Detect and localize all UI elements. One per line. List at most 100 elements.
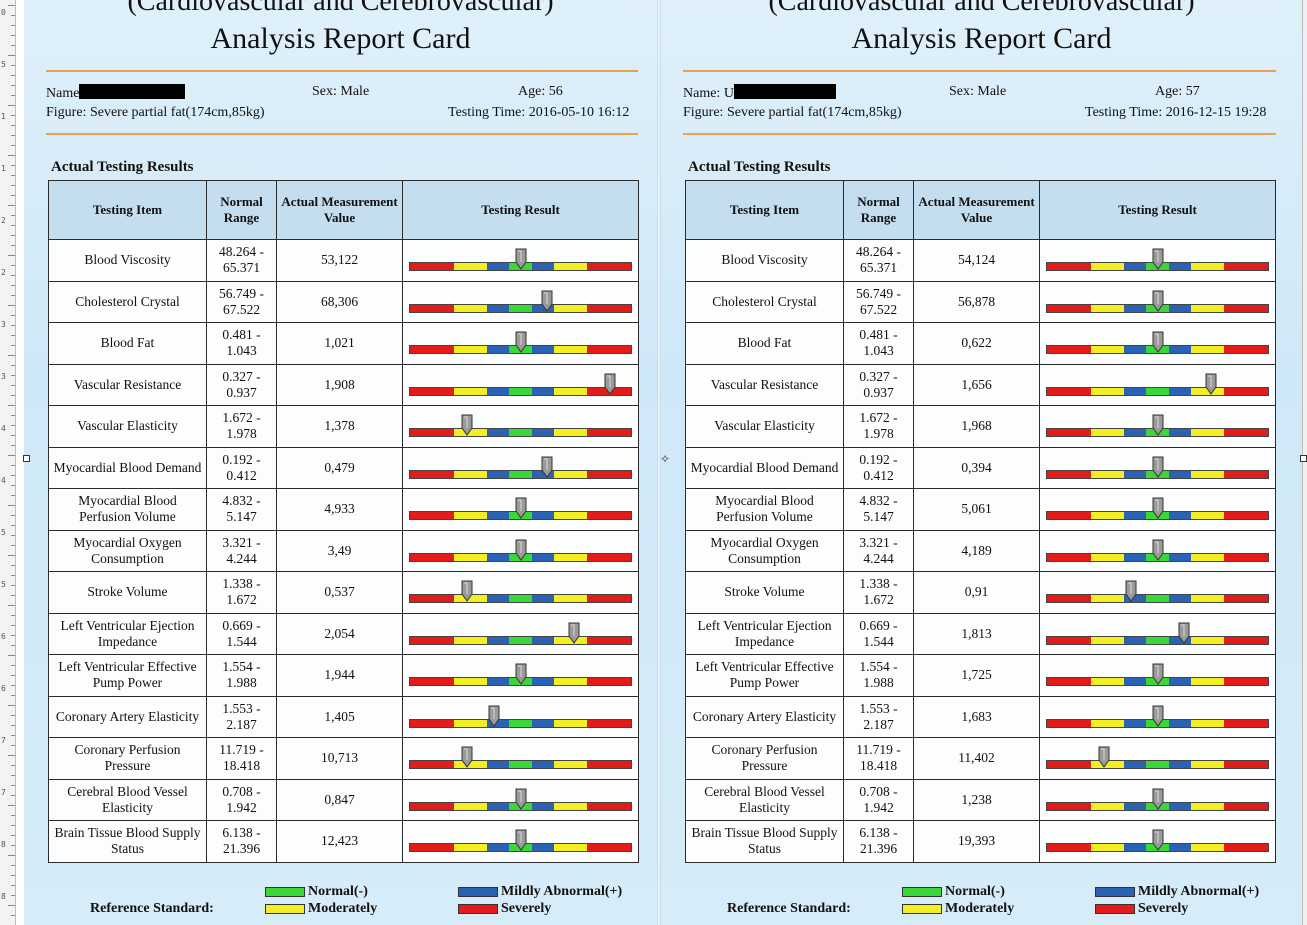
ruler-number: 4 — [1, 424, 6, 433]
table-row: Brain Tissue Blood Supply Status 6.138 - … — [48, 820, 639, 863]
table-row: Stroke Volume 1.338 - 1.672 0,91 — [685, 571, 1276, 614]
ruler-tick — [8, 455, 15, 456]
testing-item-cell: Cerebral Blood Vessel Elasticity — [48, 778, 207, 821]
result-marker-icon — [568, 622, 580, 644]
ruler-tick — [11, 565, 15, 566]
scale-segment — [1091, 636, 1125, 644]
scale-segment — [487, 470, 510, 478]
ruler-number: 1 — [1, 164, 6, 173]
ruler-tick — [11, 715, 15, 716]
scale-segment — [531, 802, 554, 810]
result-scale-bar — [1046, 594, 1269, 603]
move-handle-icon[interactable]: ✧ — [660, 452, 671, 466]
table-row: Vascular Elasticity 1.672 - 1.978 1,968 — [685, 405, 1276, 448]
table-row: Coronary Perfusion Pressure 11.719 - 18.4… — [48, 737, 639, 780]
vertical-ruler[interactable]: 0 5 1 1 2 2 3 3 4 4 5 5 6 6 7 7 8 8 — [0, 0, 16, 925]
ruler-tick — [11, 875, 15, 876]
scale-segment — [1091, 844, 1125, 851]
ruler-tick — [8, 405, 15, 406]
result-marker-icon — [515, 248, 527, 270]
ruler-tick — [11, 225, 15, 226]
scale-segment — [1124, 263, 1147, 270]
testing-result-cell — [402, 778, 639, 821]
scale-segment — [1168, 636, 1191, 644]
result-scale-bar — [1046, 760, 1269, 769]
ruler-number: 3 — [1, 372, 6, 381]
legend-severely: Severely — [1095, 901, 1188, 917]
table-row: Blood Fat 0.481 - 1.043 1,021 — [48, 322, 639, 365]
ruler-tick — [8, 155, 15, 156]
testing-result-cell — [1039, 239, 1276, 282]
scale-segment — [586, 553, 631, 561]
measurement-value-cell: 4,189 — [913, 529, 1040, 572]
scale-segment — [1047, 636, 1092, 644]
result-marker-icon — [515, 788, 527, 810]
ruler-tick — [11, 35, 15, 36]
scale-segment — [1124, 844, 1147, 851]
table-row: Cholesterol Crystal 56.749 - 67.522 56,878 — [685, 280, 1276, 323]
scale-segment — [487, 761, 510, 768]
ruler-tick — [11, 545, 15, 546]
ruler-tick — [11, 835, 15, 836]
scale-segment — [487, 346, 510, 353]
scale-segment — [1168, 512, 1191, 519]
ruler-tick — [8, 55, 15, 56]
testing-result-cell — [1039, 820, 1276, 863]
patient-name: Name — [46, 84, 186, 102]
ruler-tick — [11, 395, 15, 396]
selection-handle[interactable] — [1300, 455, 1307, 462]
testing-item-cell: Myocardial Blood Perfusion Volume — [48, 488, 207, 531]
table-row: Blood Fat 0.481 - 1.043 0,622 — [685, 322, 1276, 365]
normal-range-cell: 0.192 - 0.412 — [843, 446, 914, 489]
legend-label: Moderately — [945, 901, 1015, 916]
testing-result-cell — [1039, 529, 1276, 572]
ruler-tick — [11, 515, 15, 516]
table-row: Left Ventricular Effective Pump Power 1.5… — [685, 654, 1276, 697]
testing-result-cell — [402, 405, 639, 448]
testing-result-cell — [402, 363, 639, 406]
report-page-left: (Cardiovascular and Cerebrovascular) Ana… — [24, 0, 657, 925]
scale-segment — [1091, 678, 1125, 685]
ruler-tick — [11, 295, 15, 296]
scale-segment — [1168, 678, 1191, 685]
scale-segment — [531, 761, 554, 768]
divider — [46, 70, 638, 72]
scale-segment — [454, 263, 488, 270]
table-row: Cerebral Blood Vessel Elasticity 0.708 - … — [48, 778, 639, 821]
testing-item-cell: Cholesterol Crystal — [685, 280, 844, 323]
normal-range-cell: 0.481 - 1.043 — [843, 322, 914, 365]
selection-handle[interactable] — [23, 455, 30, 462]
normal-range-cell: 1.338 - 1.672 — [206, 571, 277, 614]
ruler-tick — [11, 795, 15, 796]
column-header: Actual Measurement Value — [913, 180, 1040, 240]
result-marker-icon — [1152, 539, 1164, 561]
scale-segment — [1047, 263, 1092, 270]
ruler-tick — [11, 765, 15, 766]
normal-range-cell: 0.192 - 0.412 — [206, 446, 277, 489]
result-marker-icon — [515, 539, 527, 561]
column-header: Actual Measurement Value — [276, 180, 403, 240]
divider — [683, 70, 1276, 72]
scale-segment — [586, 429, 631, 436]
ruler-tick — [11, 175, 15, 176]
scale-segment — [531, 304, 554, 312]
ruler-tick — [11, 165, 15, 166]
testing-item-cell: Myocardial Blood Perfusion Volume — [685, 488, 844, 531]
ruler-tick — [11, 485, 15, 486]
scale-segment — [553, 595, 587, 602]
table-row: Left Ventricular Effective Pump Power 1.5… — [48, 654, 639, 697]
testing-item-cell: Left Ventricular Ejection Impedance — [48, 612, 207, 655]
page-edge — [1302, 0, 1307, 925]
ruler-tick — [8, 855, 15, 856]
scale-segment — [553, 387, 587, 395]
table-row: Blood Viscosity 48.264 - 65.371 54,124 — [685, 239, 1276, 282]
ruler-tick — [11, 465, 15, 466]
scale-segment — [553, 802, 587, 810]
ruler-number: 0 — [1, 8, 6, 17]
scale-segment — [586, 802, 631, 810]
reference-standard-label: Reference Standard: — [727, 901, 851, 916]
result-marker-icon — [1152, 456, 1164, 478]
scale-segment — [1168, 802, 1191, 810]
normal-range-cell: 3.321 - 4.244 — [843, 529, 914, 572]
column-header: Testing Item — [48, 180, 207, 240]
